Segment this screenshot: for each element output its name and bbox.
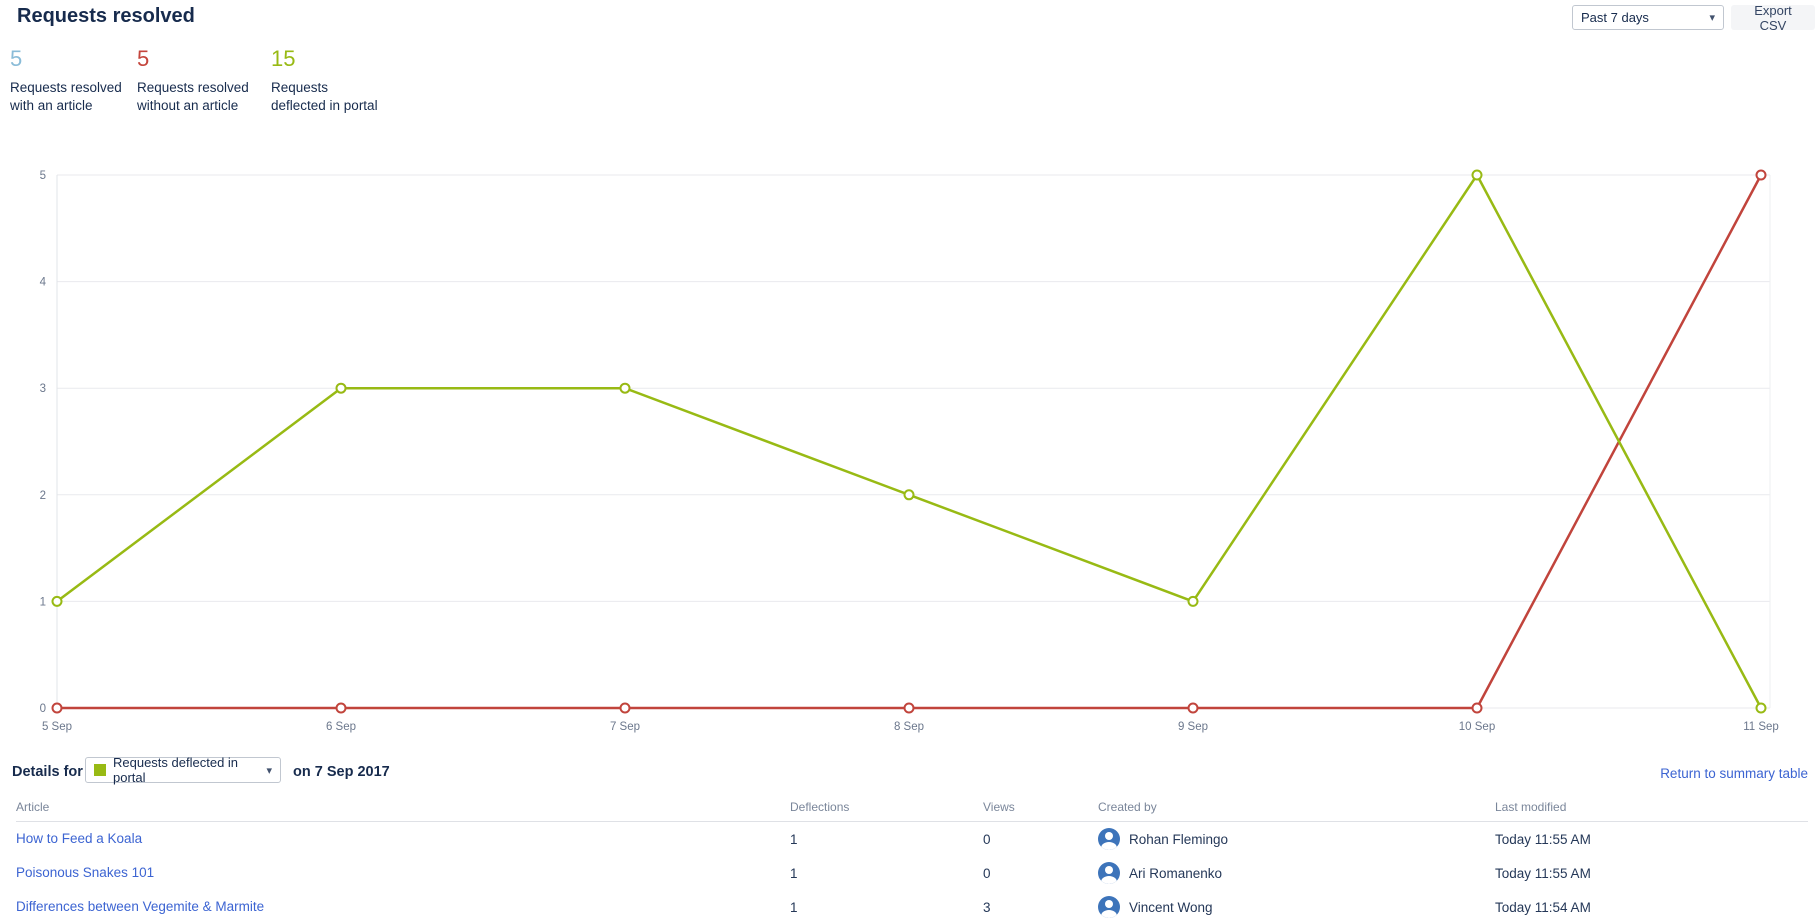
stat-value: 5 (10, 46, 23, 71)
column-header-views: Views (983, 800, 1015, 814)
page-title: Requests resolved (17, 5, 195, 27)
metric-select[interactable]: Requests deflected in portal ▾ (85, 755, 281, 785)
svg-text:2: 2 (40, 490, 46, 502)
views-value: 3 (983, 899, 991, 915)
svg-text:5: 5 (40, 170, 46, 182)
article-link[interactable]: Differences between Vegemite & Marmite (16, 899, 265, 914)
details-date: on 7 Sep 2017 (293, 764, 390, 780)
column-header-article: Article (16, 800, 50, 814)
user-avatar-icon (1098, 896, 1120, 918)
metric-color-swatch (94, 764, 106, 776)
return-to-summary-link[interactable]: Return to summary table (1660, 766, 1808, 781)
svg-text:9 Sep: 9 Sep (1178, 721, 1208, 733)
last-modified-value: Today 11:54 AM (1495, 899, 1591, 915)
table-row: Poisonous Snakes 101 1 0 Ari Romanenko T… (16, 856, 1808, 890)
stat-label: Requests resolved with an article (10, 80, 122, 113)
chevron-down-icon: ▾ (266, 764, 272, 777)
stat-resolved-without-article: 5 Requests resolved without an article (137, 48, 249, 114)
svg-text:1: 1 (40, 596, 46, 608)
last-modified-value: Today 11:55 AM (1495, 865, 1591, 881)
deflections-value: 1 (790, 899, 798, 915)
table-header-row: Article Deflections Views Created by Las… (16, 800, 1808, 822)
svg-text:11 Sep: 11 Sep (1743, 721, 1779, 733)
svg-text:3: 3 (40, 383, 46, 395)
svg-text:7 Sep: 7 Sep (610, 721, 640, 733)
metric-select-value: Requests deflected in portal (113, 755, 239, 785)
svg-text:8 Sep: 8 Sep (894, 721, 924, 733)
last-modified-value: Today 11:55 AM (1495, 831, 1591, 847)
date-range-value: Past 7 days (1581, 10, 1649, 25)
user-avatar-icon (1098, 862, 1120, 884)
article-link[interactable]: How to Feed a Koala (16, 831, 143, 846)
svg-text:0: 0 (40, 703, 46, 715)
created-by-name: Rohan Flemingo (1129, 831, 1229, 847)
requests-resolved-line-chart[interactable]: 0 1 2 3 4 5 5 Sep 6 Sep 7 Sep 8 Sep 9 Sep 10 Sep 11 … (0, 130, 1815, 755)
user-avatar-icon (1098, 828, 1120, 850)
date-range-select[interactable]: Past 7 days ▾ (1572, 5, 1724, 30)
views-value: 0 (983, 865, 991, 881)
svg-text:5 Sep: 5 Sep (42, 721, 72, 733)
stat-resolved-with-article: 5 Requests resolved with an article (10, 48, 122, 114)
export-csv-button[interactable]: Export CSV (1731, 3, 1815, 33)
svg-text:6 Sep: 6 Sep (326, 721, 356, 733)
column-header-last-modified: Last modified (1495, 800, 1567, 814)
stat-value: 5 (137, 46, 150, 71)
deflections-value: 1 (790, 831, 798, 847)
stat-value: 15 (271, 46, 296, 71)
svg-text:4: 4 (40, 277, 47, 289)
table-row: Differences between Vegemite & Marmite 1… (16, 890, 1808, 921)
stat-deflected-in-portal: 15 Requests deflected in portal (271, 48, 383, 114)
column-header-created-by: Created by (1098, 800, 1157, 814)
stat-label: Requests deflected in portal (271, 80, 378, 113)
details-for-label: Details for (12, 764, 83, 780)
table-row: How to Feed a Koala 1 0 Rohan Flemingo T… (16, 822, 1808, 856)
stat-label: Requests resolved without an article (137, 80, 249, 113)
views-value: 0 (983, 831, 991, 847)
article-details-table: Article Deflections Views Created by Las… (16, 800, 1808, 921)
created-by-name: Vincent Wong (1129, 899, 1213, 915)
created-by-name: Ari Romanenko (1129, 865, 1223, 881)
column-header-deflections: Deflections (790, 800, 850, 814)
deflections-value: 1 (790, 865, 798, 881)
article-link[interactable]: Poisonous Snakes 101 (16, 865, 155, 880)
chevron-down-icon: ▾ (1709, 12, 1715, 24)
svg-text:10 Sep: 10 Sep (1459, 721, 1495, 733)
